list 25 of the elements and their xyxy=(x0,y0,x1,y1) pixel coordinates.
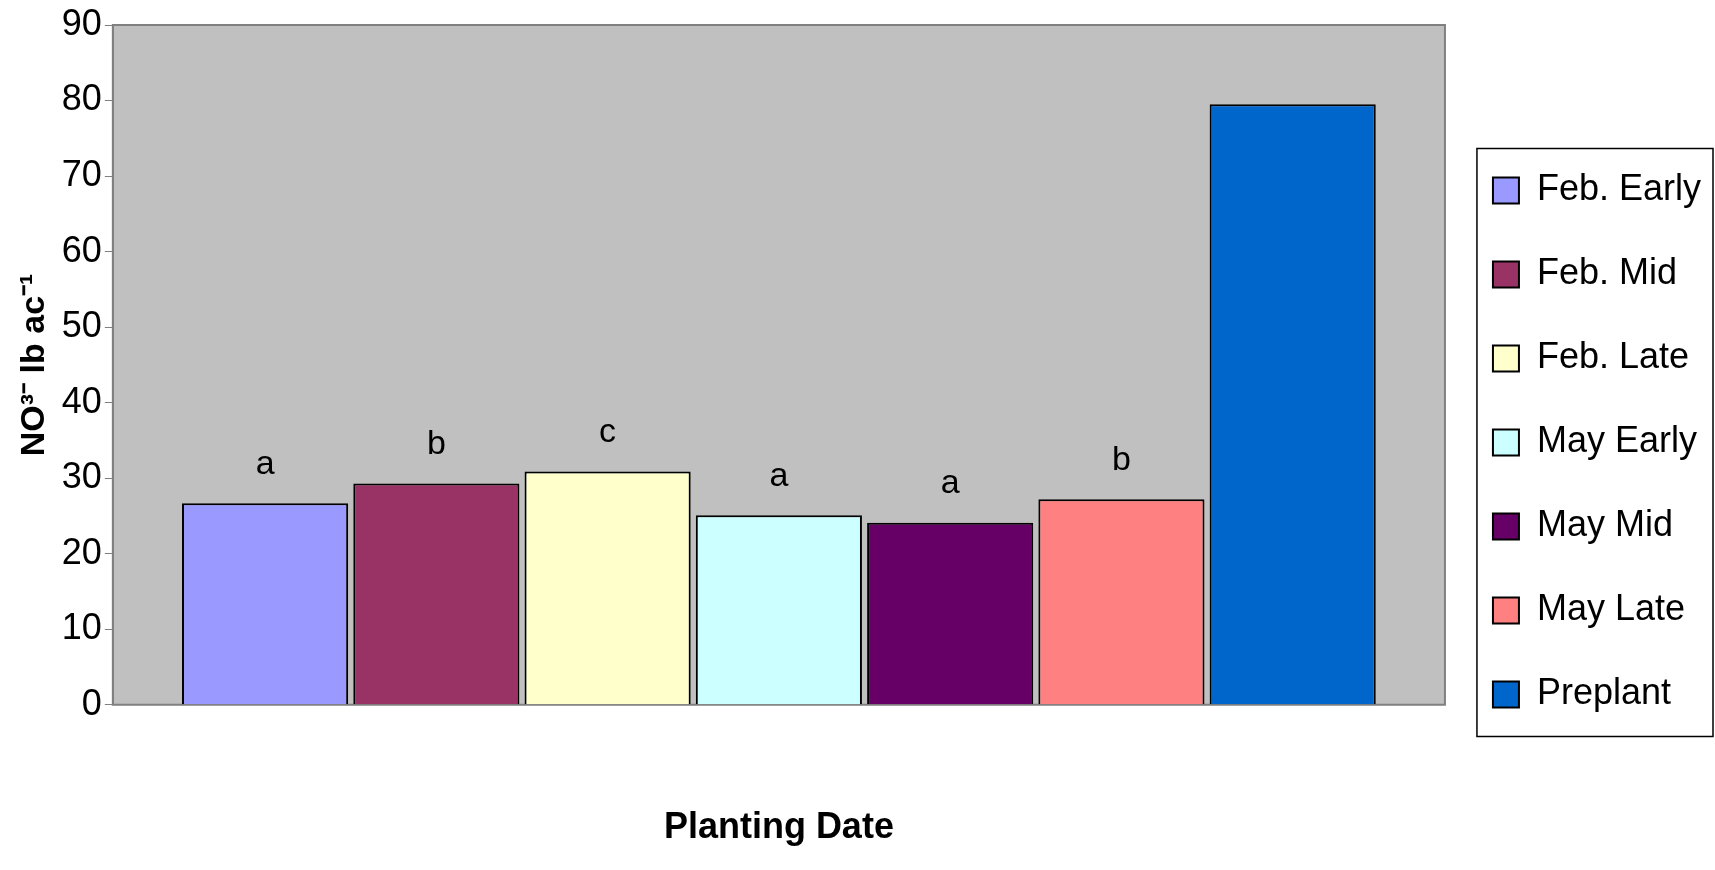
y-tick-label: 40 xyxy=(61,379,102,421)
legend-label: Feb. Late xyxy=(1536,335,1690,377)
legend-label: May Early xyxy=(1536,419,1697,461)
legend-label: Feb. Early xyxy=(1536,167,1702,209)
data-label: a xyxy=(255,442,275,481)
y-tick-label: 80 xyxy=(61,77,102,119)
legend-label: May Mid xyxy=(1536,503,1673,545)
y-tick-label: 20 xyxy=(61,530,102,572)
data-label: b xyxy=(1111,438,1131,477)
legend-label: Preplant xyxy=(1536,671,1672,713)
data-label: a xyxy=(769,454,789,493)
y-tick-label: 70 xyxy=(61,152,102,194)
legend-label: Feb. Mid xyxy=(1536,251,1677,293)
data-label: b xyxy=(426,422,446,461)
y-tick-label: 10 xyxy=(61,606,102,648)
data-label: c xyxy=(599,410,617,449)
legend-label: May Late xyxy=(1536,587,1686,629)
y-tick-label: 30 xyxy=(61,455,102,497)
y-axis-title: NO³⁻ lb ac⁻¹ xyxy=(12,273,51,457)
y-tick-label: 0 xyxy=(81,681,102,723)
y-tick-label: 50 xyxy=(61,304,102,346)
y-tick-label: 60 xyxy=(61,228,102,270)
data-label: a xyxy=(940,462,960,501)
y-tick-label: 90 xyxy=(61,1,102,43)
x-axis-title: Planting Date xyxy=(663,805,894,847)
